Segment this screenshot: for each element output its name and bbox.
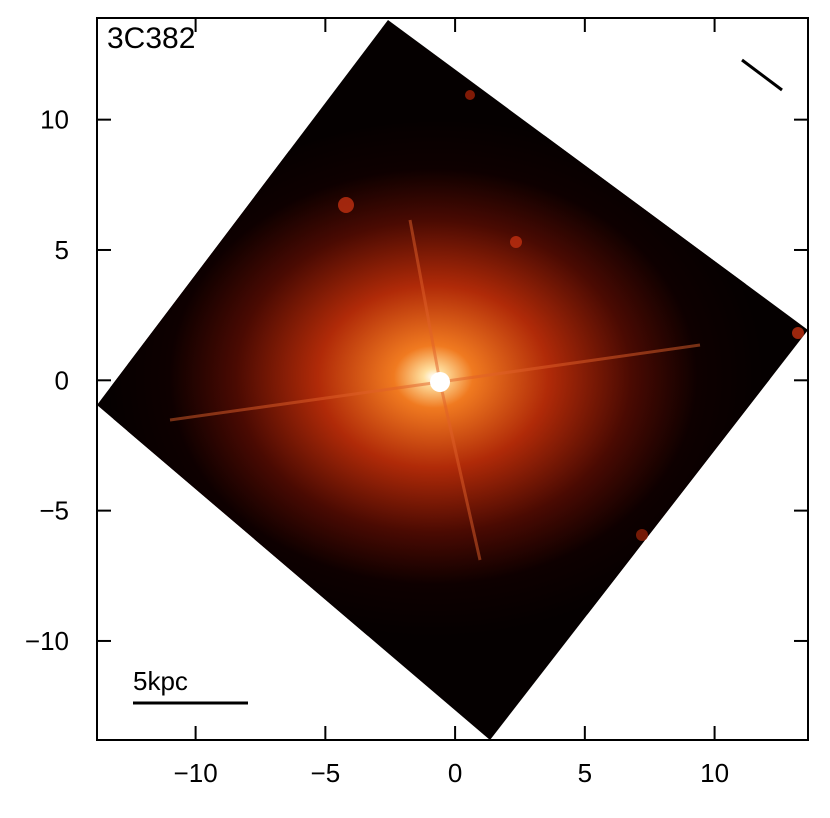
y-tick-label: 10 bbox=[40, 105, 69, 135]
x-tick-label: −5 bbox=[311, 758, 341, 788]
x-tick-label: 5 bbox=[578, 758, 592, 788]
y-tick-label: −5 bbox=[39, 496, 69, 526]
x-tick-label: 10 bbox=[700, 758, 729, 788]
y-tick-label: −10 bbox=[25, 626, 69, 656]
x-tick-label: 0 bbox=[448, 758, 462, 788]
y-tick-label: 5 bbox=[55, 235, 69, 265]
y-tick-label: 0 bbox=[55, 365, 69, 395]
x-tick-label: −10 bbox=[174, 758, 218, 788]
direction-marker bbox=[741, 58, 783, 92]
scale-label: 5kpc bbox=[133, 666, 188, 696]
plot-frame bbox=[96, 17, 809, 741]
image bbox=[97, 20, 808, 740]
chart-title: 3C382 bbox=[107, 22, 195, 55]
